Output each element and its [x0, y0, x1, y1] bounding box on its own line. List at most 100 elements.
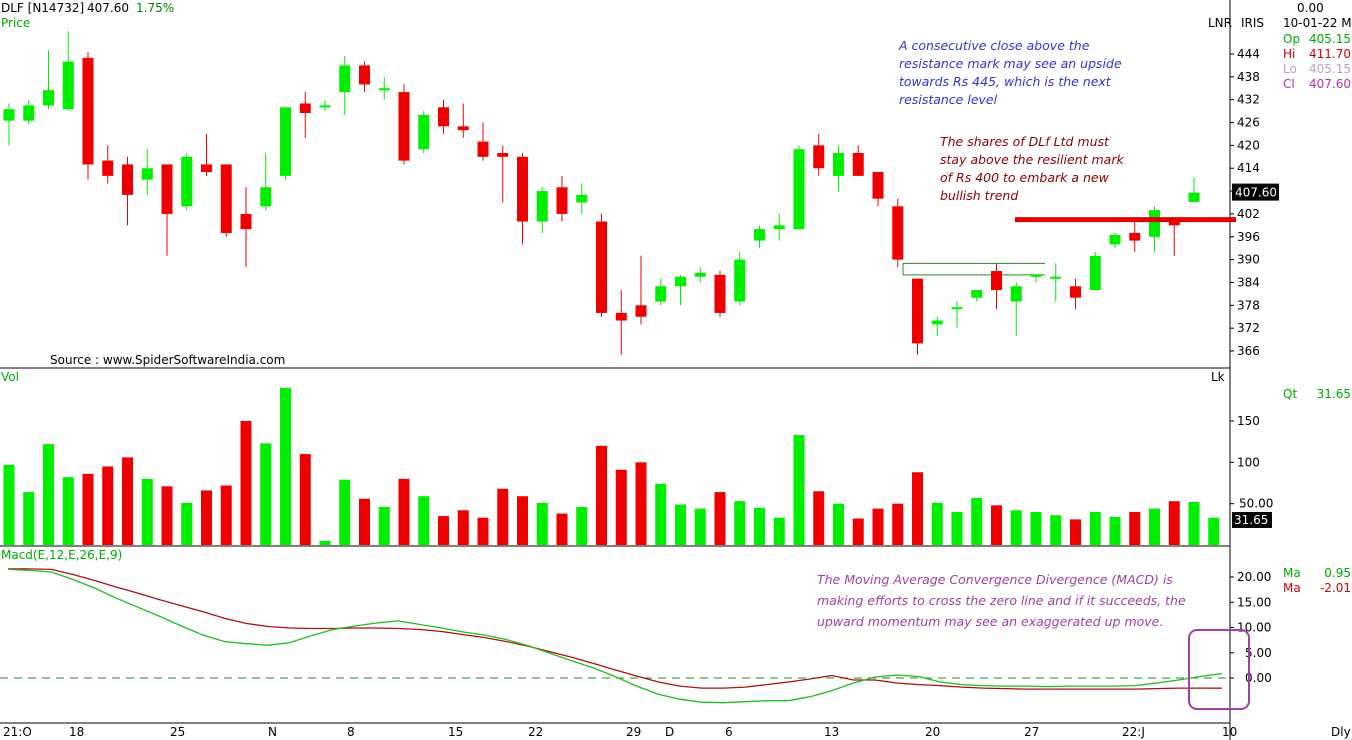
volume-bar: [477, 517, 489, 545]
macd-y-tick-label: 10.00: [1237, 621, 1271, 635]
volume-bar: [3, 464, 15, 545]
volume-bar: [43, 444, 54, 545]
volume-bar: [1089, 511, 1101, 545]
volume-bar: [1109, 516, 1121, 545]
volume-bar: [813, 491, 825, 545]
candle-body: [378, 88, 390, 91]
volume-bar: [319, 540, 331, 545]
candle-body: [477, 141, 489, 157]
x-tick-label: 15: [448, 725, 463, 739]
volume-bar: [536, 502, 548, 545]
header-date: 10-01-22 Mo: [1283, 16, 1352, 30]
candle-body: [43, 90, 54, 106]
upside-line-3: towards Rs 445, which is the next: [899, 74, 1112, 89]
price-y-tick-label: 432: [1237, 93, 1260, 107]
volume-bar: [931, 502, 943, 545]
volume-bar: [418, 496, 430, 545]
qt-value: 31.65: [1317, 387, 1351, 401]
qt-label: Qt: [1283, 387, 1297, 401]
volume-bar: [82, 473, 94, 545]
macd-y-tick-label: 20.00: [1237, 570, 1271, 584]
current-price-tag: [1232, 183, 1279, 201]
candle-body: [773, 225, 785, 230]
volume-bar: [220, 485, 232, 545]
candle-body: [1188, 192, 1200, 202]
candle-body: [655, 286, 667, 302]
ohlc-low-value: 405.15: [1309, 62, 1351, 76]
candle-body: [1168, 221, 1180, 226]
price-y-tick-label: 384: [1237, 275, 1260, 289]
x-tick-label: 6: [725, 725, 733, 739]
candle-body: [714, 274, 726, 313]
candle-body: [971, 290, 983, 298]
macd-ma2-label: Ma: [1283, 581, 1301, 595]
candle-body: [3, 109, 15, 121]
candle-body: [497, 153, 509, 157]
candle-body: [240, 213, 252, 230]
volume-bar: [260, 443, 272, 545]
price-y-tick-label: 426: [1237, 116, 1260, 130]
x-tick-label: 18: [69, 725, 84, 739]
upside-line-4: resistance level: [899, 92, 998, 107]
ohlc-low-label: Lo: [1283, 62, 1297, 76]
candle-body: [852, 153, 864, 176]
price-axis-label: Price: [1, 16, 30, 30]
volume-label: Vol: [1, 370, 19, 384]
macd-y-tick-label: 0.00: [1245, 671, 1272, 685]
macd-label: Macd(E,12,E,26,E,9): [1, 548, 122, 562]
ohlc-high-value: 411.70: [1309, 47, 1351, 61]
candle-body: [615, 312, 627, 321]
volume-bar: [655, 483, 667, 545]
support-line-1: The shares of DLf Ltd must: [940, 134, 1110, 149]
lnr-label: LNR: [1208, 16, 1232, 30]
price-y-tick-label: 366: [1237, 344, 1260, 358]
candle-body: [931, 320, 943, 325]
x-tick-label: 13: [824, 725, 839, 739]
volume-bar: [951, 511, 963, 545]
macd-y-tick-label: 5.00: [1245, 646, 1272, 660]
candle-body: [517, 156, 528, 222]
x-tick-label: 21:O: [3, 725, 32, 739]
macd-line: [7, 568, 1223, 704]
volume-current-tag-label: 31.65: [1234, 513, 1268, 527]
x-axis: 21:O 18 25 N 8 15 22 29 D 6 13 20 27 22:…: [3, 725, 1237, 739]
macd-note-line-1: The Moving Average Convergence Divergenc…: [817, 572, 1173, 587]
upside-line-1: A consecutive close above the: [898, 38, 1090, 53]
x-tick-label: 29: [626, 725, 641, 739]
volume-bar: [201, 490, 212, 545]
macd-ma1-value: 0.95: [1324, 566, 1351, 580]
x-tick-label: 22:J: [1122, 725, 1145, 739]
candle-body: [754, 229, 765, 241]
candle-body: [82, 57, 94, 165]
interval-label: Dly: [1331, 725, 1351, 739]
candle-body: [201, 164, 212, 173]
volume-bar: [62, 477, 74, 545]
volume-bar: [497, 488, 509, 545]
candle-body: [181, 156, 193, 207]
volume-bar: [339, 479, 351, 545]
source-credit: Source : www.SpiderSoftwareIndia.com: [50, 353, 285, 367]
volume-bar: [872, 508, 884, 545]
volume-bar: [734, 501, 746, 545]
candle-body: [62, 61, 74, 110]
macd-y-tick-label: 15.00: [1237, 595, 1271, 609]
volume-bar: [596, 445, 607, 545]
candle-body: [793, 149, 805, 230]
volume-bar: [359, 498, 370, 545]
volume-bar: [833, 503, 844, 545]
candle-body: [122, 164, 133, 195]
support-line-2: stay above the resilient mark: [940, 152, 1124, 167]
volume-bar: [635, 462, 647, 545]
support-line-4: bullish trend: [940, 188, 1018, 203]
volume-bar: [161, 486, 173, 545]
candle-body: [457, 126, 469, 131]
price-y-tick-label: 444: [1237, 47, 1260, 61]
price-y-tick-label: 414: [1237, 161, 1260, 175]
volume-bar: [912, 472, 923, 545]
volume-series: 150 100 50.00 31.65: [3, 387, 1273, 545]
price-y-tick-label: 396: [1237, 230, 1260, 244]
header-right-value: 0.00: [1297, 1, 1324, 15]
volume-bar: [991, 505, 1002, 545]
lk-label: Lk: [1211, 370, 1225, 384]
macd-highlight-box: [1188, 629, 1250, 710]
